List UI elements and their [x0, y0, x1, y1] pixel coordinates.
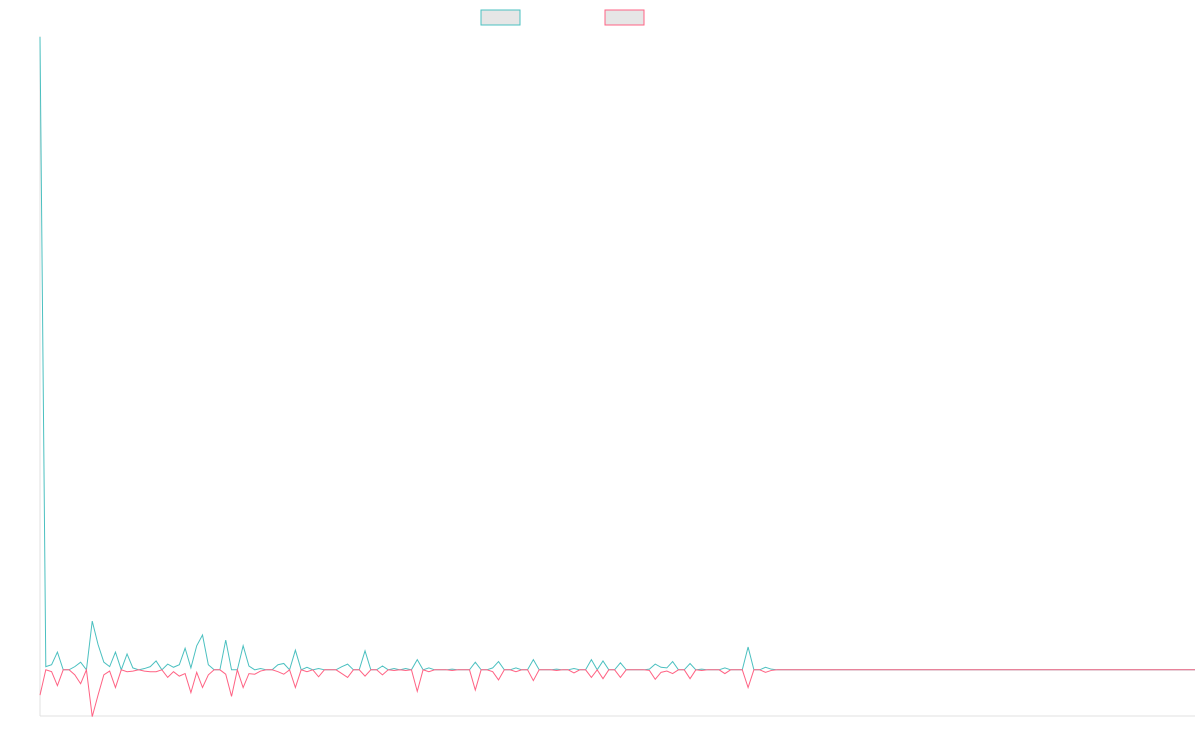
- legend-swatch[interactable]: [604, 9, 645, 26]
- data-line: [39, 667, 1195, 717]
- legend-swatch[interactable]: [480, 9, 521, 26]
- data-line: [39, 36, 1195, 672]
